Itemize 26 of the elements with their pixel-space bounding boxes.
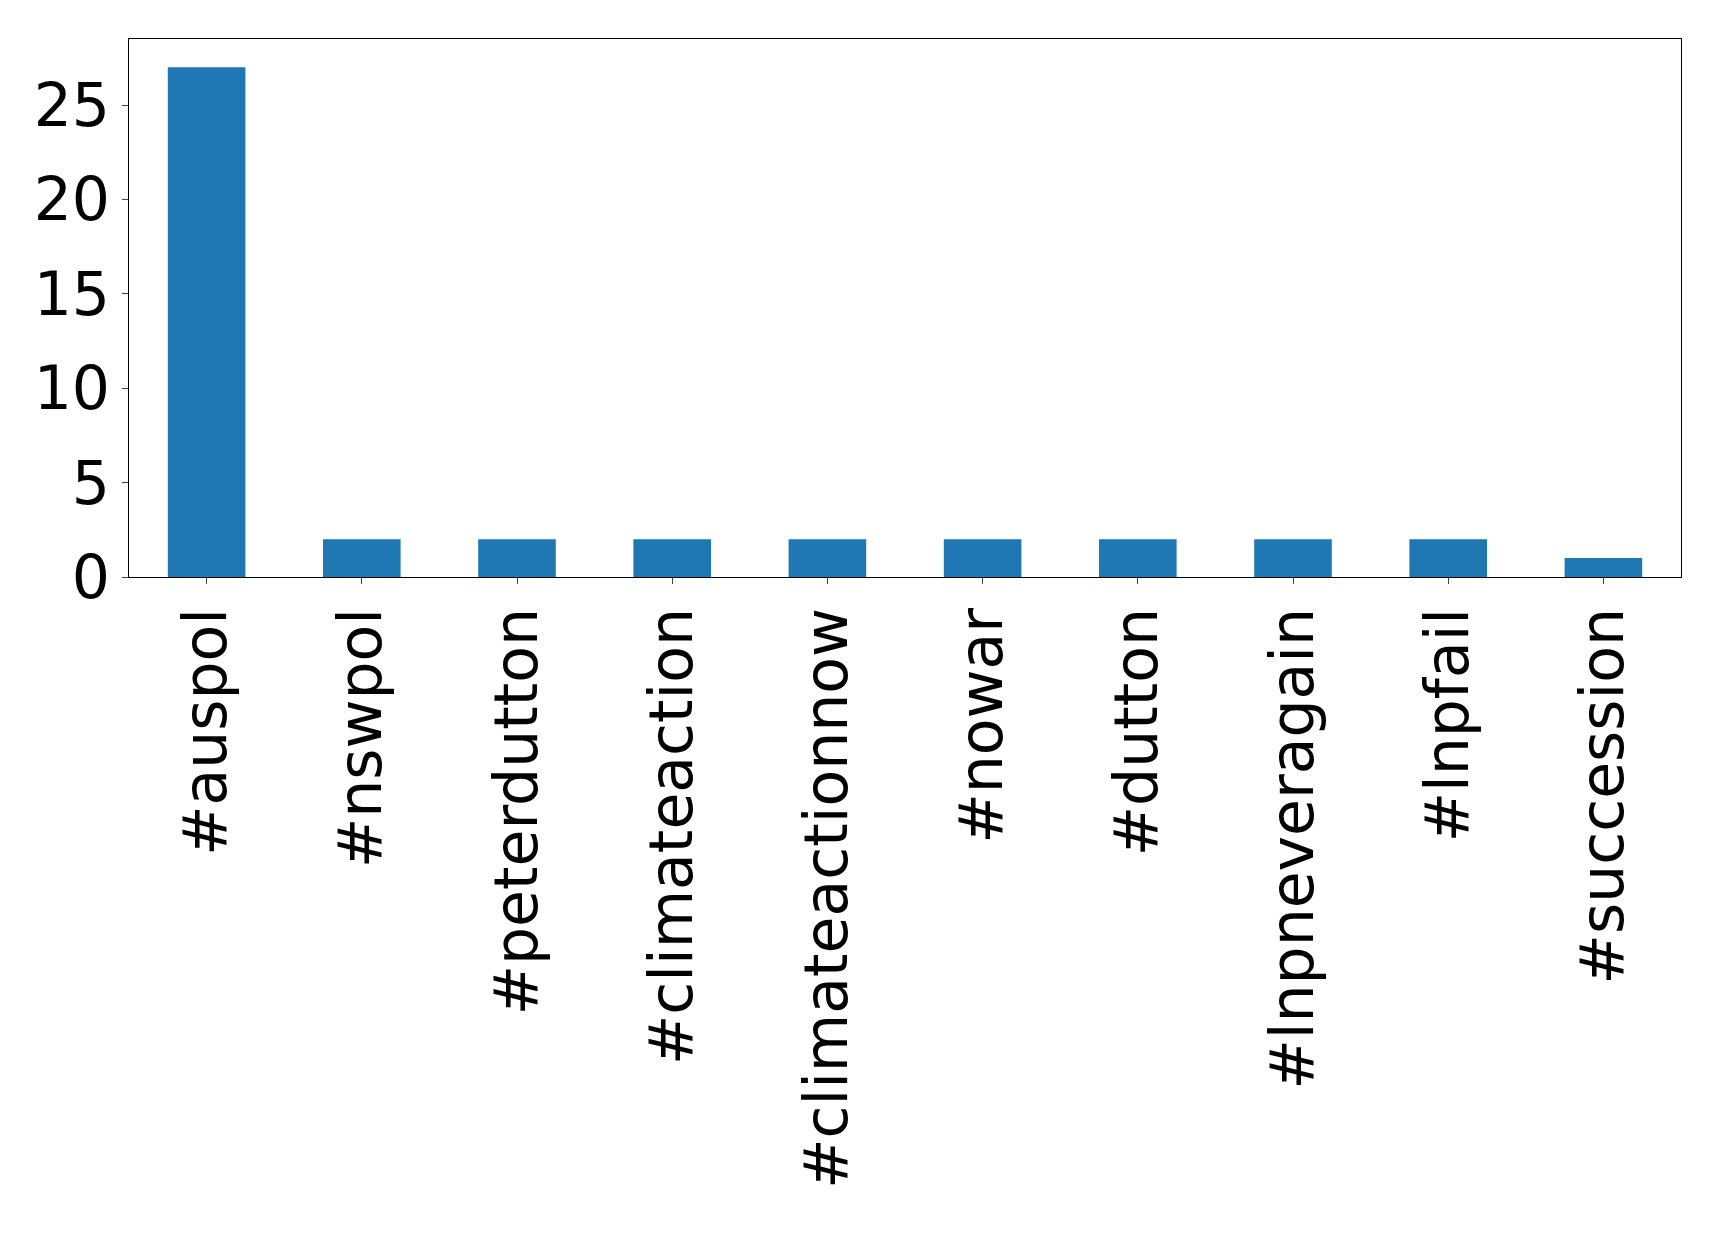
x-tick-label: #nowar	[946, 607, 1017, 844]
x-tick-label: #auspol	[170, 608, 241, 856]
x-tick-label: #succession	[1566, 608, 1637, 985]
bar	[478, 539, 556, 577]
bar	[1099, 539, 1177, 577]
x-tick-label: #lnpfail	[1411, 608, 1482, 843]
bar	[323, 539, 401, 577]
y-tick-label: 20	[33, 164, 110, 235]
bar	[1254, 539, 1332, 577]
bar	[1564, 558, 1643, 577]
bar	[633, 539, 711, 577]
bar	[167, 67, 246, 577]
x-tick-label: #peterdutton	[480, 608, 551, 1016]
bar	[788, 539, 867, 577]
bar	[943, 539, 1022, 577]
bar	[1409, 539, 1487, 577]
x-tick-label: #nswpol	[325, 608, 396, 869]
x-tick-label: #climateactionnow	[790, 608, 861, 1189]
x-tick-label: #climateaction	[635, 608, 706, 1065]
y-tick-label: 25	[33, 70, 110, 141]
y-tick-label: 15	[33, 258, 110, 329]
x-tick-label: #lnpneveragain	[1256, 608, 1327, 1090]
y-tick-label: 0	[71, 542, 110, 612]
y-tick-label: 10	[33, 353, 110, 424]
y-tick-label: 5	[71, 447, 110, 518]
x-tick-label: #dutton	[1101, 608, 1172, 857]
